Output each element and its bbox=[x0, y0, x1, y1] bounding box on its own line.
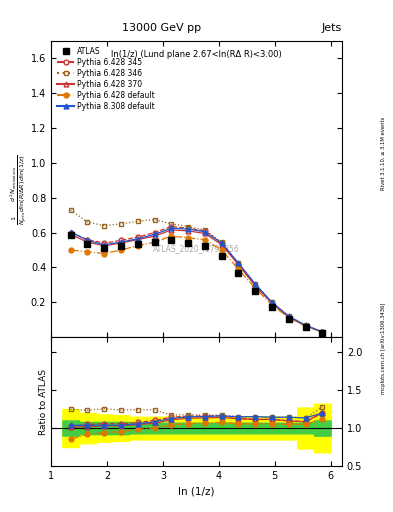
Text: ATLAS_2020_I1790256: ATLAS_2020_I1790256 bbox=[153, 244, 240, 253]
X-axis label: ln (1/z): ln (1/z) bbox=[178, 486, 215, 496]
Text: Rivet 3.1.10, ≥ 3.1M events: Rivet 3.1.10, ≥ 3.1M events bbox=[381, 117, 386, 190]
Legend: ATLAS, Pythia 6.428 345, Pythia 6.428 346, Pythia 6.428 370, Pythia 6.428 defaul: ATLAS, Pythia 6.428 345, Pythia 6.428 34… bbox=[55, 45, 157, 113]
Y-axis label: $\frac{1}{N_{jets}}\frac{d^2 N_{emissions}}{d\ln(R/\Delta R)\,d\ln(1/z)}$: $\frac{1}{N_{jets}}\frac{d^2 N_{emission… bbox=[9, 154, 29, 225]
Y-axis label: Ratio to ATLAS: Ratio to ATLAS bbox=[39, 369, 48, 435]
Text: Jets: Jets bbox=[321, 23, 342, 33]
Text: ln(1/z) (Lund plane 2.67<ln(RΔ R)<3.00): ln(1/z) (Lund plane 2.67<ln(RΔ R)<3.00) bbox=[111, 50, 282, 59]
Text: 13000 GeV pp: 13000 GeV pp bbox=[122, 23, 201, 33]
Text: mcplots.cern.ch [arXiv:1306.3436]: mcplots.cern.ch [arXiv:1306.3436] bbox=[381, 303, 386, 394]
